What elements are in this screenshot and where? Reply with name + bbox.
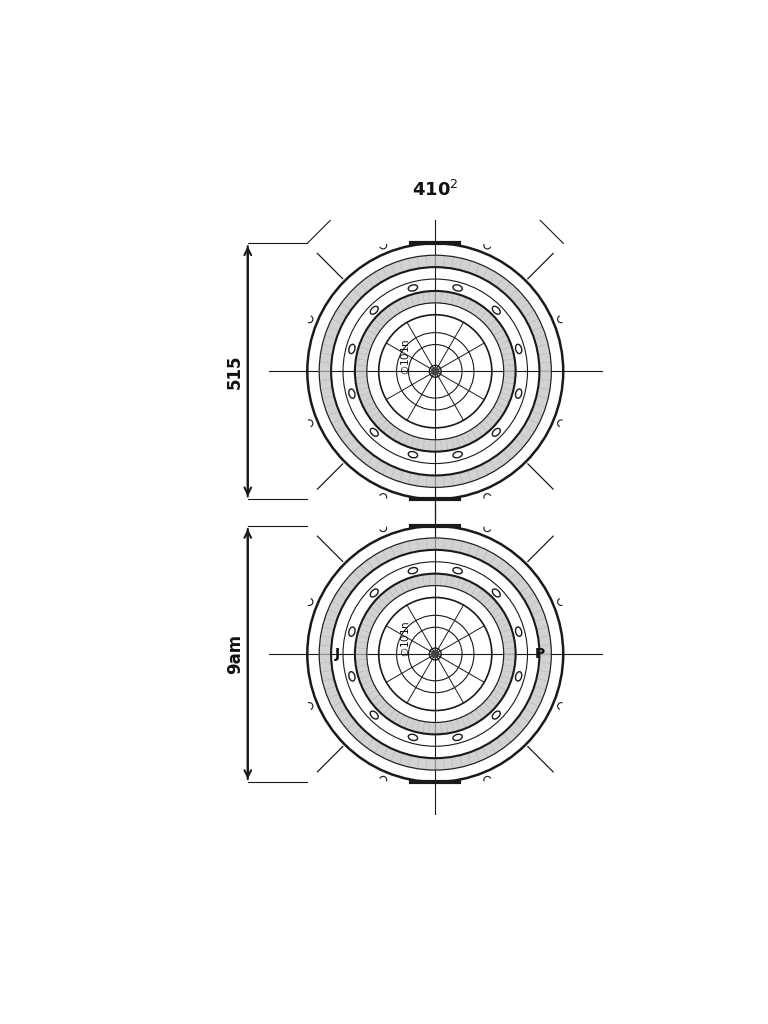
Ellipse shape [349,672,355,681]
Ellipse shape [515,389,521,398]
Ellipse shape [515,627,521,636]
Ellipse shape [453,452,462,458]
Polygon shape [319,538,551,770]
Ellipse shape [409,734,418,740]
Ellipse shape [453,567,462,573]
Polygon shape [319,255,551,487]
Circle shape [432,368,439,375]
Polygon shape [355,573,515,734]
Ellipse shape [453,285,462,291]
Ellipse shape [370,711,378,719]
Text: P: P [535,647,545,662]
Ellipse shape [349,344,355,353]
Text: $\varnothing$101n: $\varnothing$101n [399,621,412,657]
Ellipse shape [349,389,355,398]
Text: 410$^2$: 410$^2$ [412,180,458,200]
Ellipse shape [409,452,418,458]
Ellipse shape [370,428,378,436]
Text: J: J [335,647,339,662]
Text: 9am: 9am [226,634,243,674]
Polygon shape [355,291,515,452]
Ellipse shape [370,306,378,314]
Ellipse shape [515,344,521,353]
Ellipse shape [515,672,521,681]
Ellipse shape [409,285,418,291]
Circle shape [432,650,439,657]
Ellipse shape [492,711,500,719]
Ellipse shape [492,428,500,436]
Ellipse shape [349,627,355,636]
Ellipse shape [492,589,500,597]
Ellipse shape [453,734,462,740]
Text: 515: 515 [226,354,243,388]
Ellipse shape [492,306,500,314]
Ellipse shape [370,589,378,597]
Ellipse shape [409,567,418,573]
Text: $\varnothing$101n: $\varnothing$101n [399,338,412,375]
